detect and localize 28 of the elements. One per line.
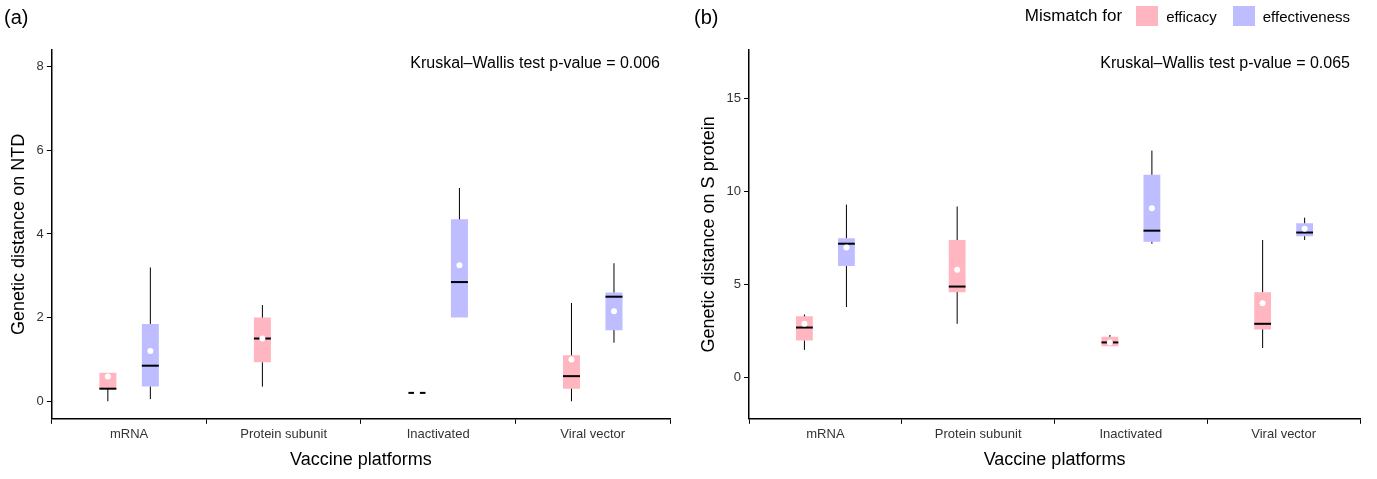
annotation: Kruskal–Wallis test p-value = 0.006 xyxy=(410,54,661,72)
y-tick-label: 2 xyxy=(36,309,44,325)
legend-title: Mismatch for xyxy=(1024,6,1123,26)
y-tick-label: 0 xyxy=(733,369,742,385)
y-axis-title: Genetic distance on S protein xyxy=(697,116,718,353)
legend-label: effectiveness xyxy=(1262,7,1350,25)
y-tick-label: 5 xyxy=(733,276,742,292)
legend-label: efficacy xyxy=(1166,7,1217,25)
annotation: Kruskal–Wallis test p-value = 0.065 xyxy=(1100,54,1351,72)
x-tick-label: Viral vector xyxy=(1251,426,1317,442)
chart-title: (a) xyxy=(4,5,29,28)
y-tick-label: 10 xyxy=(726,183,742,199)
x-tick-label: Protein subunit xyxy=(240,426,328,442)
x-tick-label: Protein subunit xyxy=(934,426,1022,442)
x-tick-label: Viral vector xyxy=(560,426,626,442)
x-axis-title: Vaccine platforms xyxy=(290,449,432,470)
x-axis-title: Vaccine platforms xyxy=(983,449,1126,470)
y-tick-label: 15 xyxy=(726,90,742,106)
x-tick-label: Inactivated xyxy=(1099,426,1163,442)
y-tick-label: 6 xyxy=(36,141,44,157)
y-tick-label: 0 xyxy=(36,392,44,408)
chart-title: (b) xyxy=(694,5,719,28)
x-tick-label: mRNA xyxy=(806,426,845,442)
y-axis-title: Genetic distance on NTD xyxy=(7,133,28,335)
x-tick-label: Inactivated xyxy=(406,426,470,442)
x-tick-label: mRNA xyxy=(109,426,149,442)
y-tick-label: 4 xyxy=(36,225,44,241)
y-tick-label: 8 xyxy=(36,58,44,74)
